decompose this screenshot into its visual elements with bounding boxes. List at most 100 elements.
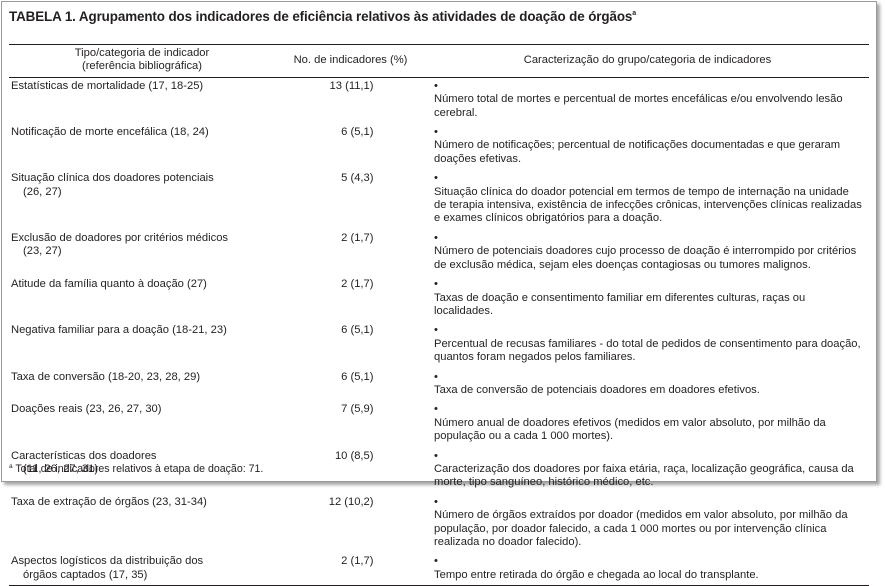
category-label: Aspectos logísticos da distribuição dos: [11, 555, 204, 568]
title-text: TABELA 1. Agrupamento dos indicadores de…: [9, 9, 633, 24]
description-text: Número de potenciais doadores cujo proce…: [434, 245, 857, 271]
count-value: 6 (5,1): [341, 324, 374, 337]
row-description: •Número total de mortes e percentual de …: [426, 77, 869, 124]
bullet-icon: •: [434, 403, 438, 416]
category-reference: (11, 26, 27, 31): [23, 462, 99, 475]
count-value: 13 (11,1): [329, 79, 374, 92]
row-category: Aspectos logísticos da distribuição dos ó…: [9, 553, 275, 586]
table-footnote: a Total de indicadores relativos à etapa…: [9, 463, 263, 475]
description-text: Taxas de doação e consentimento familiar…: [434, 291, 806, 317]
title-footnote-mark: a: [632, 10, 637, 17]
bullet-icon: •: [434, 324, 438, 337]
row-count: 10 (8,5): [275, 448, 426, 494]
row-category: Exclusão de doadores por critérios médic…: [9, 230, 275, 276]
table-body: Estatísticas de mortalidade (17, 18-25) 1…: [9, 77, 869, 586]
bullet-icon: •: [434, 126, 438, 139]
row-category: Estatísticas de mortalidade (17, 18-25): [9, 77, 275, 124]
row-category: Taxa de extração de órgãos (23, 31-34): [9, 494, 275, 554]
row-count: 2 (1,7): [275, 553, 426, 586]
row-count: 6 (5,1): [275, 124, 426, 170]
count-value: 5 (4,3): [341, 172, 374, 185]
table-header: Tipo/categoria de indicador (referência …: [9, 44, 869, 78]
row-description: •Taxa de conversão de potenciais doadore…: [426, 369, 869, 402]
category-label: Exclusão de doadores por critérios médic…: [11, 231, 229, 244]
footnote-mark: a: [9, 463, 13, 470]
description-text: Situação clínica do doador potencial em …: [434, 185, 862, 225]
table-row: Negativa familiar para a doação (18-21, …: [9, 322, 869, 368]
table-row: Taxa de conversão (18-20, 23, 28, 29) 6 (…: [9, 369, 869, 402]
row-count: 6 (5,1): [275, 322, 426, 368]
table-row: Situação clínica dos doadores potenciais…: [9, 170, 869, 230]
row-count: 13 (11,1): [275, 77, 426, 124]
category-label: Taxa de extração de órgãos (23, 31-34): [11, 495, 207, 508]
bullet-icon: •: [434, 172, 438, 185]
category-label: Características dos doadores: [11, 449, 157, 462]
description-text: Número anual de doadores efetivos (medid…: [434, 416, 826, 443]
table-row: Doações reais (23, 26, 27, 30) 7 (5,9) •Nú…: [9, 401, 869, 447]
description-text: Caracterização dos doadores por faixa et…: [434, 462, 854, 489]
category-reference: (26, 27): [23, 185, 62, 198]
row-description: •Número de potenciais doadores cujo proc…: [426, 230, 869, 276]
count-value: 12 (10,2): [328, 495, 374, 508]
table-row: Notificação de morte encefálica (18, 24)…: [9, 124, 869, 170]
row-category: Negativa familiar para a doação (18-21, …: [9, 322, 275, 368]
table-row: Características dos doadores (11, 26, 27,…: [9, 448, 869, 494]
header-category-line1: Tipo/categoria de indicador: [74, 47, 210, 59]
count-value: 7 (5,9): [341, 403, 374, 416]
table-title: TABELA 1. Agrupamento dos indicadores de…: [9, 9, 636, 24]
table-row: Exclusão de doadores por critérios médic…: [9, 230, 869, 276]
header-category: Tipo/categoria de indicador (referência …: [9, 44, 275, 78]
category-label: Notificação de morte encefálica (18, 24): [11, 126, 209, 139]
row-category: Situação clínica dos doadores potenciais…: [9, 170, 275, 230]
description-text: Tempo entre retirada do órgão e chegada …: [434, 568, 759, 581]
count-value: 2 (1,7): [341, 555, 374, 568]
row-count: 6 (5,1): [275, 369, 426, 402]
footnote-text: Total de indicadores relativos à etapa d…: [12, 463, 264, 475]
row-category: Doações reais (23, 26, 27, 30): [9, 401, 275, 447]
row-category: Notificação de morte encefálica (18, 24): [9, 124, 275, 170]
category-label: Doações reais (23, 26, 27, 30): [11, 403, 162, 416]
header-count: No. de indicadores (%): [275, 44, 426, 78]
bullet-icon: •: [434, 555, 438, 568]
row-description: •Caracterização dos doadores por faixa e…: [426, 448, 869, 494]
category-reference: órgãos captados (17, 35): [23, 568, 148, 581]
description-text: Percentual de recusas familiares - do to…: [434, 337, 861, 364]
description-text: Número total de mortes e percentual de m…: [434, 93, 843, 119]
category-label: Atitude da família quanto à doação (27): [11, 278, 207, 291]
category-label: Estatísticas de mortalidade (17, 18-25): [11, 79, 204, 92]
row-category: Características dos doadores (11, 26, 27,…: [9, 448, 275, 494]
row-count: 12 (10,2): [275, 494, 426, 554]
row-description: •Percentual de recusas familiares - do t…: [426, 322, 869, 368]
category-reference: (23, 27): [23, 245, 62, 258]
bullet-icon: •: [434, 495, 438, 508]
category-label: Negativa familiar para a doação (18-21, …: [11, 324, 227, 337]
row-description: •Taxas de doação e consentimento familia…: [426, 276, 869, 322]
header-category-line2: (referência bibliográfica): [81, 60, 202, 73]
row-count: 7 (5,9): [275, 401, 426, 447]
row-count: 2 (1,7): [275, 276, 426, 322]
row-description: •Número anual de doadores efetivos (medi…: [426, 401, 869, 447]
bullet-icon: •: [434, 449, 438, 462]
row-count: 5 (4,3): [275, 170, 426, 230]
count-value: 10 (8,5): [334, 449, 374, 462]
header-description: Caracterização do grupo/categoria de ind…: [426, 44, 869, 78]
table-row: Estatísticas de mortalidade (17, 18-25) 1…: [9, 77, 869, 124]
category-label: Situação clínica dos doadores potenciais: [11, 172, 214, 185]
count-value: 6 (5,1): [341, 370, 374, 383]
category-label: Taxa de conversão (18-20, 23, 28, 29): [11, 370, 201, 383]
count-value: 6 (5,1): [341, 126, 374, 139]
row-count: 2 (1,7): [275, 230, 426, 276]
bullet-icon: •: [434, 278, 438, 291]
row-description: •Situação clínica do doador potencial em…: [426, 170, 869, 230]
count-value: 2 (1,7): [341, 231, 374, 244]
description-text: Número de órgãos extraídos por doador (m…: [434, 509, 848, 548]
row-description: •Tempo entre retirada do órgão e chegada…: [426, 553, 869, 586]
row-category: Atitude da família quanto à doação (27): [9, 276, 275, 322]
bullet-icon: •: [434, 79, 438, 92]
table-row: Atitude da família quanto à doação (27) 2…: [9, 276, 869, 322]
table-row: Taxa de extração de órgãos (23, 31-34) 12…: [9, 494, 869, 554]
row-description: •Número de órgãos extraídos por doador (…: [426, 494, 869, 554]
table-row: Aspectos logísticos da distribuição dos ó…: [9, 553, 869, 586]
bullet-icon: •: [434, 370, 438, 383]
indicators-table: Tipo/categoria de indicador (referência …: [9, 44, 869, 586]
